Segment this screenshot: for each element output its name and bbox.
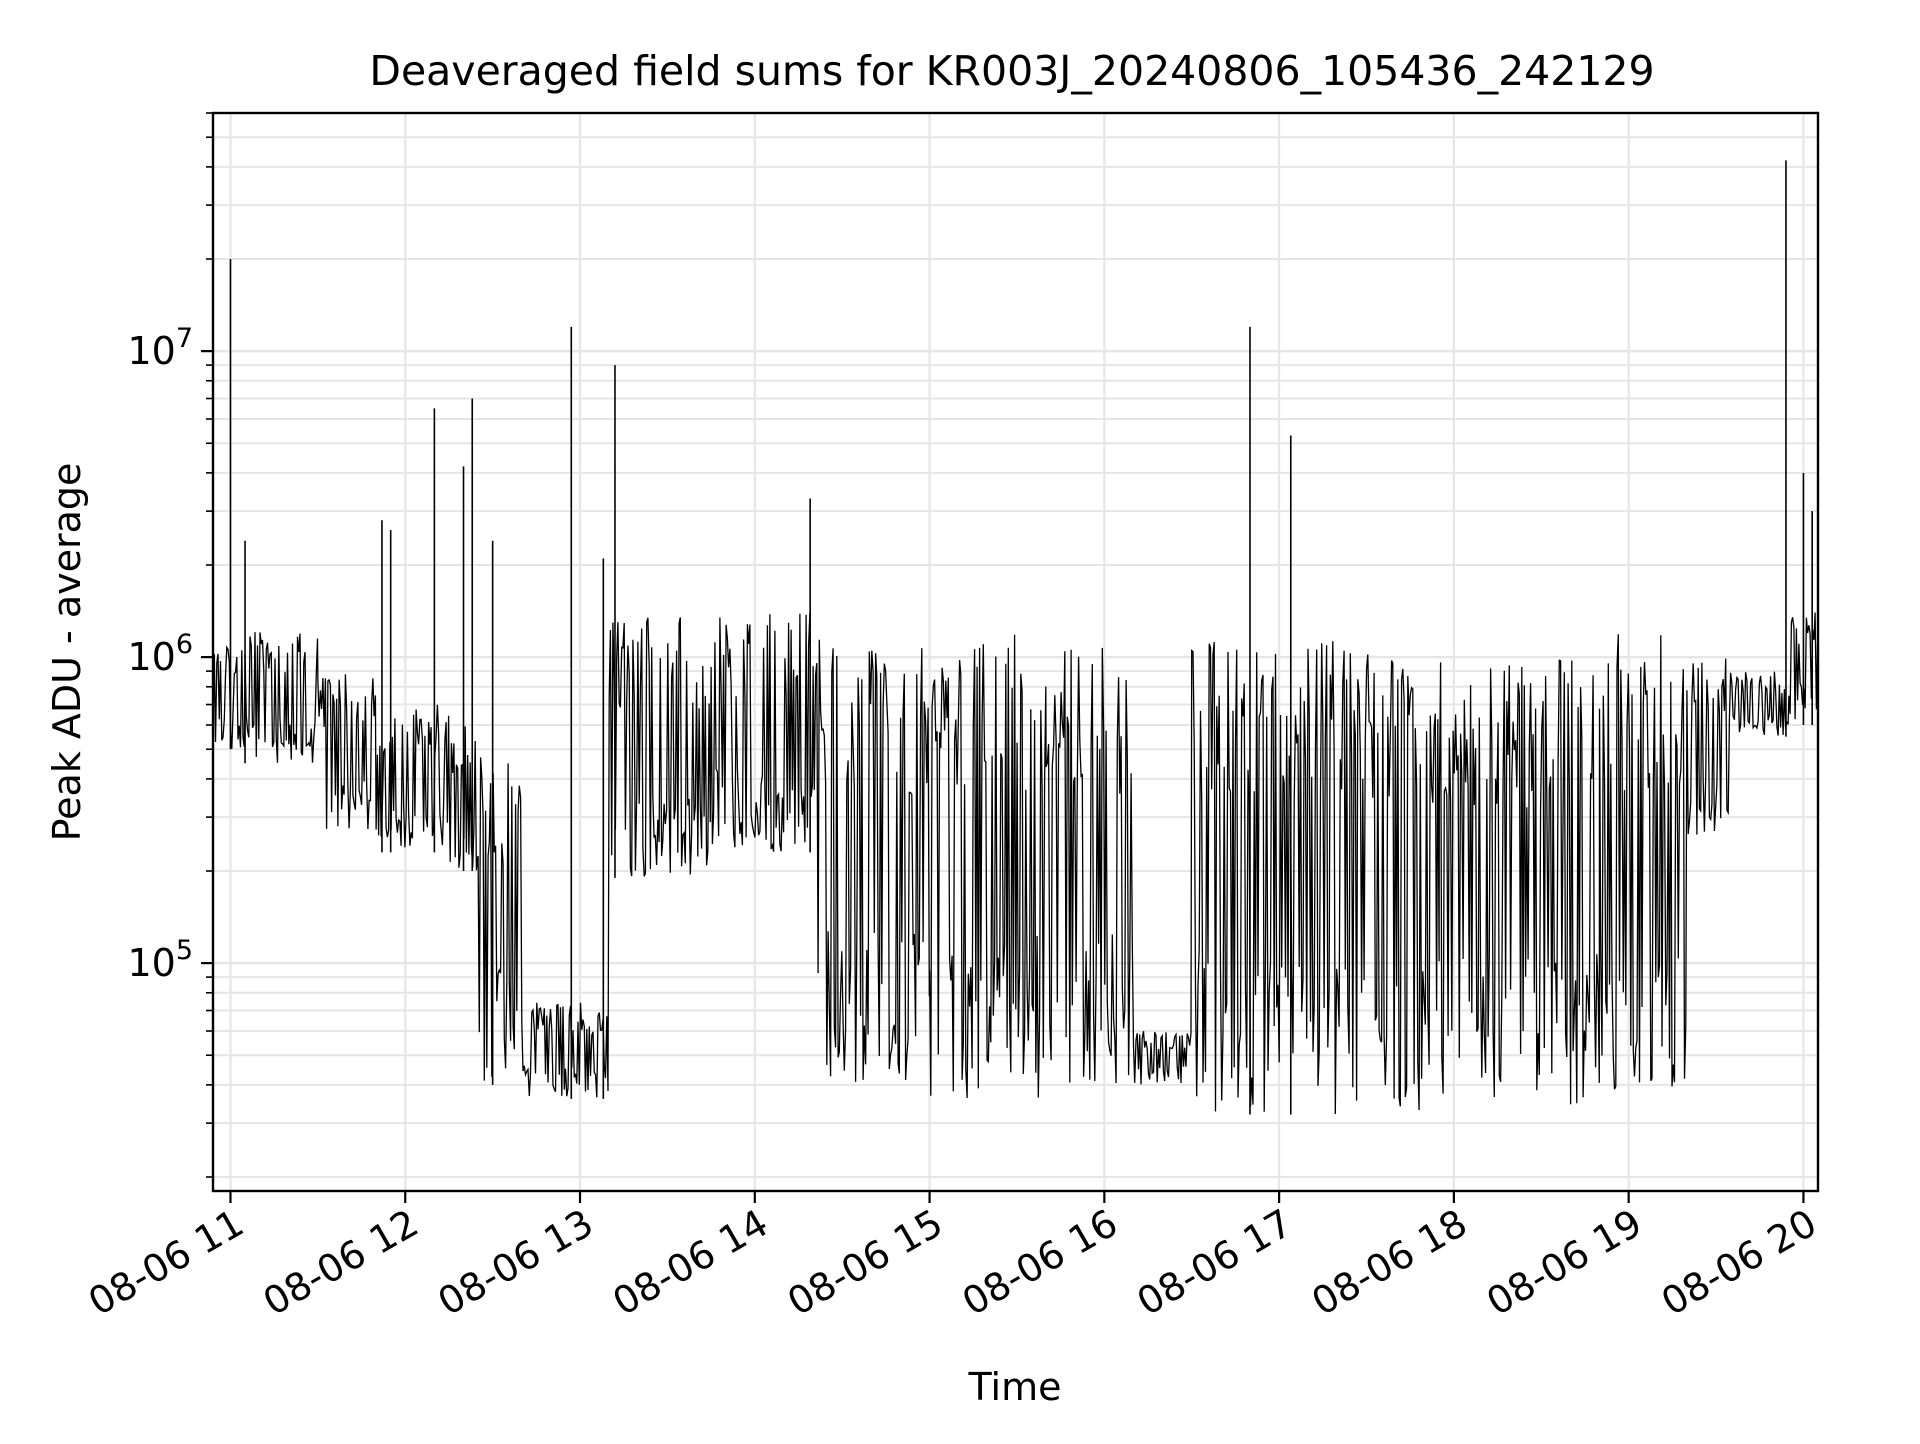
chart-title: Deaveraged field sums for KR003J_2024080…	[369, 47, 1654, 95]
x-ticks: 08-06 11 08-06 12 08-06 13 08-06 14 08-06 15…	[81, 1191, 1824, 1324]
x-tick-label: 08-06 14	[605, 1201, 775, 1325]
x-axis-label: Time	[968, 1365, 1062, 1409]
x-tick-label: 08-06 15	[780, 1201, 950, 1325]
y-axis-label: Peak ADU - average	[45, 463, 89, 842]
x-tick-label: 08-06 11	[81, 1201, 251, 1325]
y-ticks: 105 106 107	[127, 112, 213, 1178]
plot-frame	[211, 111, 1820, 1193]
y-tick-label: 106	[127, 629, 193, 679]
x-tick-label: 08-06 17	[1130, 1201, 1300, 1325]
x-tick-label: 08-06 18	[1304, 1201, 1474, 1325]
y-tick-label: 105	[127, 935, 193, 985]
x-tick-label: 08-06 16	[955, 1201, 1125, 1325]
x-tick-label: 08-06 13	[431, 1201, 601, 1325]
series-group	[212, 160, 1819, 1115]
x-tick-label: 08-06 19	[1479, 1201, 1649, 1325]
x-tick-label: 08-06 12	[256, 1201, 426, 1325]
series-line	[212, 612, 1819, 1115]
y-tick-label: 107	[127, 323, 193, 373]
x-tick-label: 08-06 20	[1654, 1201, 1824, 1325]
